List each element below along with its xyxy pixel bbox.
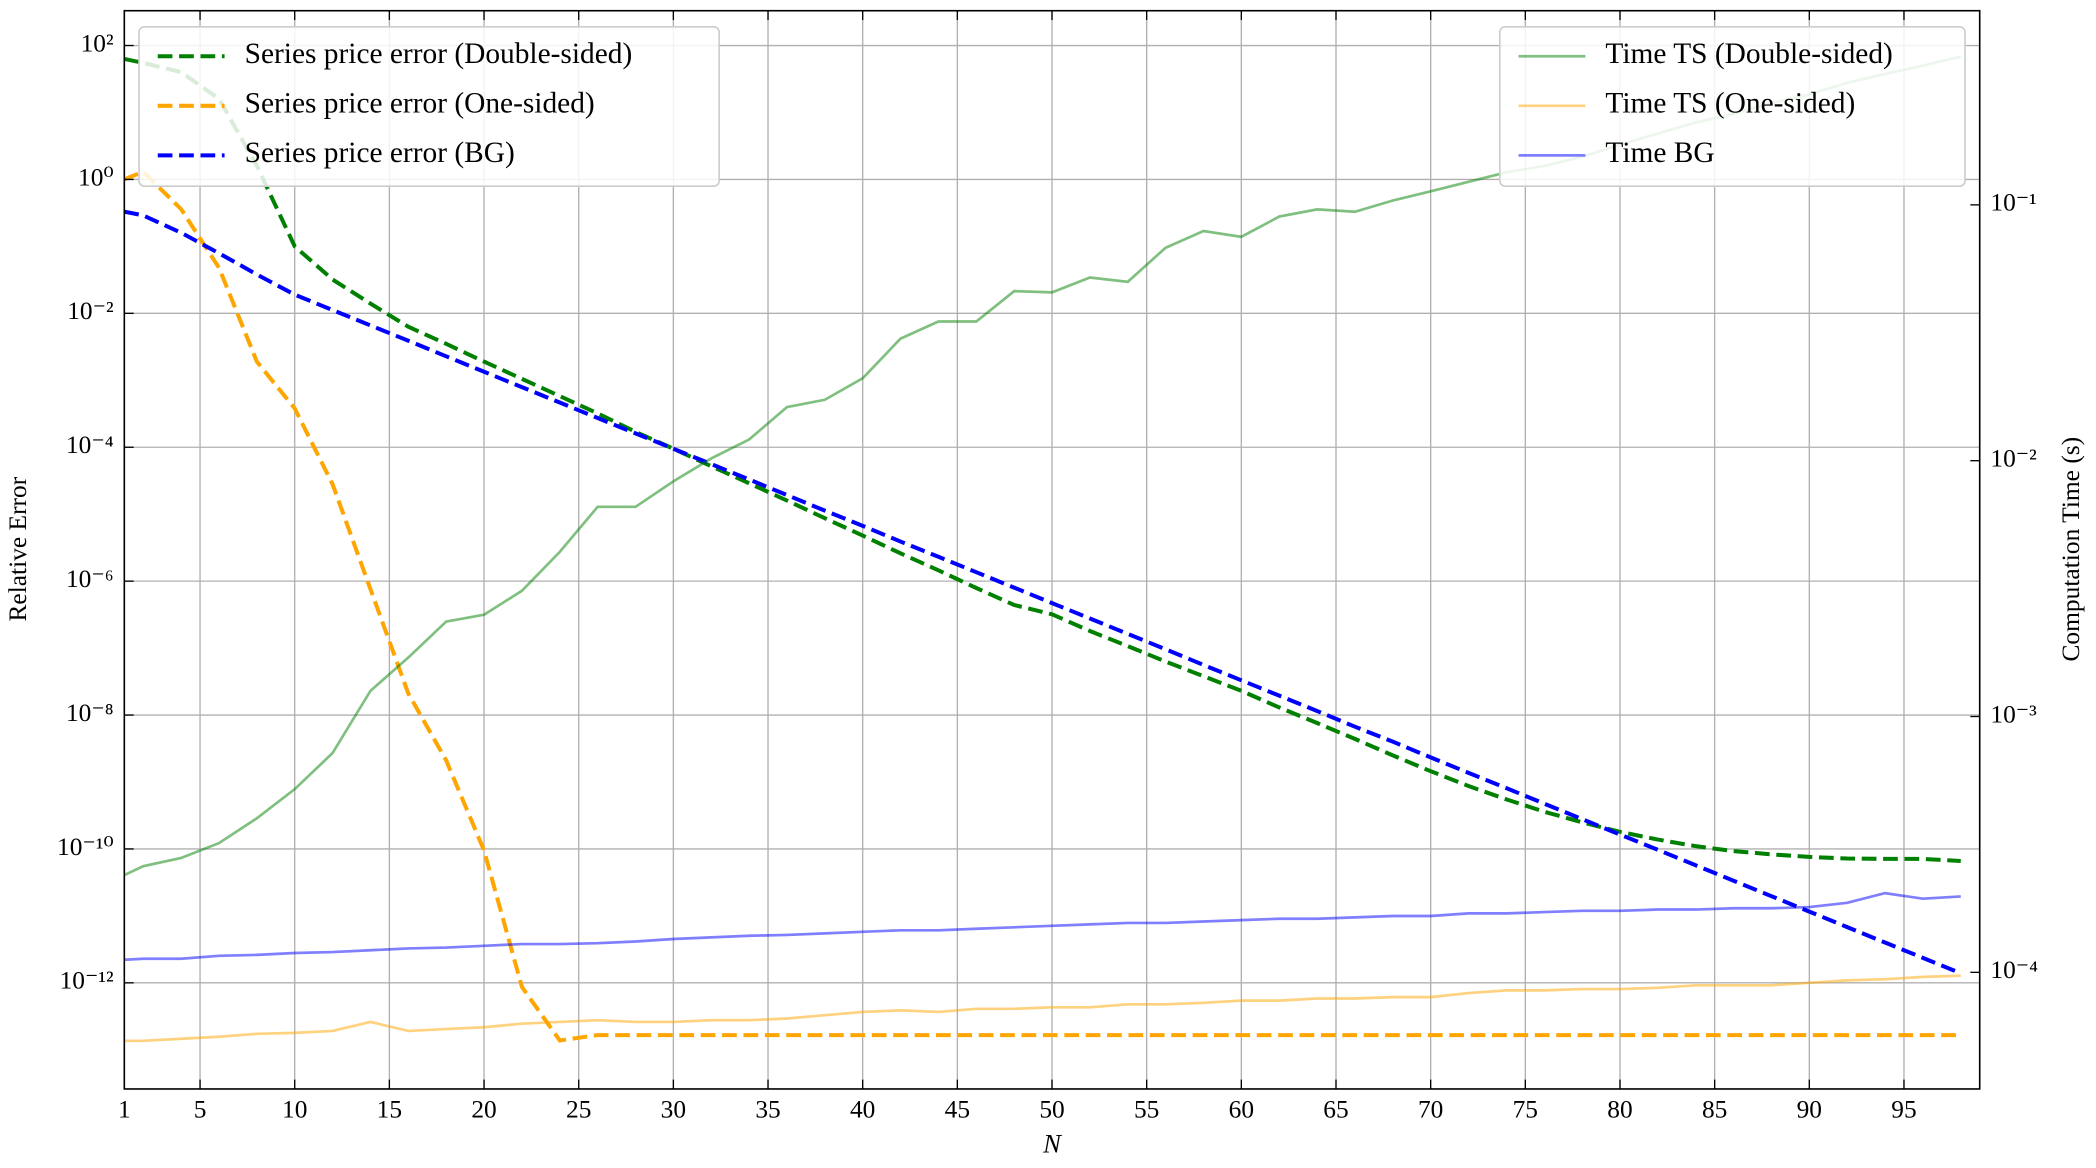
x-tick-label: 75 xyxy=(1513,1096,1538,1124)
x-tick-label: 30 xyxy=(661,1096,686,1124)
legend-box xyxy=(1499,25,1966,187)
y-tick-label: 10⁻⁶ xyxy=(66,565,114,593)
x-tick-label: 80 xyxy=(1607,1096,1632,1124)
series-line xyxy=(124,169,1961,1043)
y2-tick-label: 10⁻³ xyxy=(1990,700,2037,728)
y-tick-label: 10⁰ xyxy=(78,163,114,191)
y2-tick-label: 10⁻⁴ xyxy=(1990,956,2038,984)
legend-label: Series price error (One-sided) xyxy=(245,88,595,120)
legend-label: Series price error (BG) xyxy=(245,137,515,169)
x-tick-label: 20 xyxy=(471,1096,496,1124)
y-tick-label: 10⁻⁸ xyxy=(66,699,114,727)
y2-axis-label: Computation Time (s) xyxy=(2057,437,2085,662)
x-axis-label: N xyxy=(1042,1129,1063,1159)
x-tick-label: 35 xyxy=(755,1096,780,1124)
legend-label: Time BG xyxy=(1605,137,1714,169)
y-tick-label: 10⁻¹² xyxy=(60,967,114,995)
x-tick-label: 50 xyxy=(1039,1096,1064,1124)
y-tick-label: 10⁻¹⁰ xyxy=(57,833,114,861)
legend-label: Time TS (Double-sided) xyxy=(1605,38,1892,70)
series-line xyxy=(124,209,1962,976)
legends: Series price error (Double-sided) Series … xyxy=(138,25,1966,187)
x-tick-label: 65 xyxy=(1323,1096,1348,1124)
x-tick-label: 95 xyxy=(1891,1096,1916,1124)
plot-frame xyxy=(123,9,1981,1090)
y-tick-label: 10⁻² xyxy=(67,297,114,325)
y2-tick-label: 10⁻² xyxy=(1990,444,2037,472)
series-line xyxy=(124,891,1961,962)
legend-box xyxy=(138,25,720,187)
x-tick-label: 15 xyxy=(377,1096,402,1124)
x-tick-label: 90 xyxy=(1797,1096,1822,1124)
y-tick-label: 10² xyxy=(81,29,114,57)
axes: 1 5 10 15 20 25 30 35 40 45 50 55 60 65 70 75 80 85 90 9510… xyxy=(57,9,2038,1124)
x-tick-label: 40 xyxy=(850,1096,875,1124)
x-tick-label: 45 xyxy=(945,1096,970,1124)
x-tick-label: 70 xyxy=(1418,1096,1443,1124)
x-tick-label: 25 xyxy=(566,1096,591,1124)
x-tick-label: 85 xyxy=(1702,1096,1727,1124)
y2-tick-label: 10⁻¹ xyxy=(1990,189,2036,217)
series-line xyxy=(124,56,1961,864)
y-tick-label: 10⁻⁴ xyxy=(66,431,114,459)
legend-label: Series price error (Double-sided) xyxy=(245,38,633,70)
x-tick-label: 1 xyxy=(118,1096,131,1124)
series-line xyxy=(124,974,1961,1043)
x-tick-label: 5 xyxy=(194,1096,207,1124)
x-tick-label: 55 xyxy=(1134,1096,1159,1124)
y-axis-label: Relative Error xyxy=(4,476,32,621)
legend-label: Time TS (One-sided) xyxy=(1605,88,1855,120)
plot-lines xyxy=(124,55,1962,1043)
x-tick-label: 60 xyxy=(1229,1096,1254,1124)
x-tick-label: 10 xyxy=(282,1096,307,1124)
